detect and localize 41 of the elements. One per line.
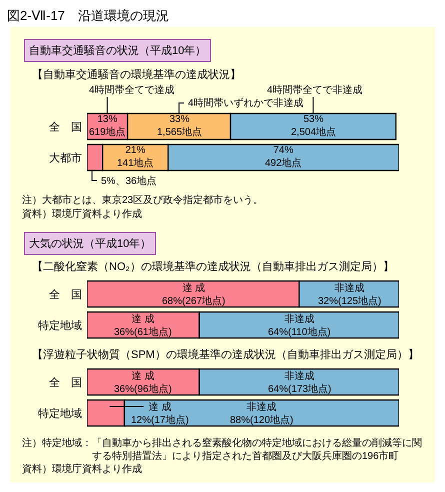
text: 資料）環境庁資料より作成 [22,208,142,220]
y-tick-label: 特定地域 [38,318,82,332]
data-label: 64%(110地点) [268,326,331,338]
data-label: 88%(120地点) [230,414,294,426]
data-label: 74% 492地点 [265,145,302,169]
series-label: 非達成 [334,282,365,294]
series-label: 非達成 [284,370,315,382]
y-tick-label: 全 国 [49,121,82,134]
text: 注）特定地域：「自動車から排出される窒素酸化物の特定地域における総量の削減等に関する特別措置法」により指定された首都圏及び大阪兵庫圏の196市町 [22,437,422,462]
text: 達 成 [132,314,154,325]
legend-label: 4時間帯いずれかで非達成 [188,97,304,109]
data-label: 5%、36地点 [101,175,157,187]
data-label: 36%(61地点) [114,326,172,338]
series-label: 達 成 [132,370,154,382]
y-tick-label: 特定地域 [38,406,82,420]
text: 達 成 [148,402,172,413]
y-tick-label: 大都市 [49,151,82,164]
chart-title: 【二酸化窒素（NO₂）の環境基準の達成状況（自動車排出ガス測定局）】 [32,260,394,273]
y-tick-label: 全 国 [49,376,82,389]
chart-subtitle: 自動車交通騒音の状況（平成10年） [29,44,206,57]
series-label: 4時間帯全てで非達成 [267,84,363,96]
chart-subtitle: 大気の状況（平成10年） [29,237,152,250]
data-label: 21% 141地点 [117,145,154,169]
series-label: 達 成 [182,282,206,294]
text: 注）大都市とは、東京23区及び政令指定都市をいう。 [22,194,264,206]
data-label: 12%(17地点) [131,414,189,426]
chart-title: 【自動車交通騒音の環境基準の達成状況】 [32,68,241,81]
chart-title: 【浮遊粒子状物質（SPM）の環境基準の達成状況（自動車排出ガス測定局）】 [32,348,419,361]
caption: 図2-Ⅶ-17 沿道環境の現況 [7,8,169,23]
text: 非達成 [246,402,277,413]
text: 資料）環境庁資料より作成 [22,463,142,475]
y-tick-label: 全 国 [49,288,82,301]
series-label: 4時間帯全てで達成 [89,84,175,96]
data-label: 64%(173地点) [268,383,332,395]
text: 非達成 [284,314,314,325]
data-label: 32%(125地点) [318,295,382,307]
data-label: 36%(96地点) [114,383,172,395]
data-label: 68%(267地点) [162,295,226,307]
data-label: 13% 619地点 [89,114,126,138]
data-label: 53% 2,504地点 [291,114,336,138]
data-label: 33% 1,565地点 [157,114,202,138]
